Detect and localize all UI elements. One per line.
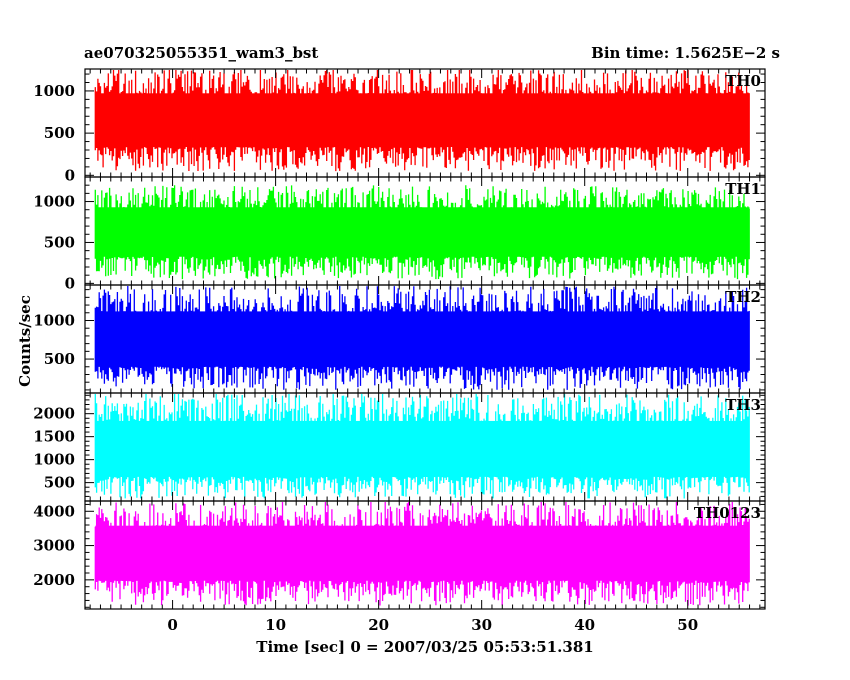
y-tick-label: 500 <box>44 474 75 492</box>
panel-th1: 0 500 1000 TH1 <box>33 176 766 292</box>
y-tick-label: 1500 <box>33 428 75 446</box>
x-tick-label: 30 <box>471 616 492 634</box>
y-tick-label: 2000 <box>33 571 75 589</box>
series-th3-spikes <box>94 394 750 499</box>
y-tick-label: 1000 <box>33 451 75 469</box>
x-tick-label: 40 <box>574 616 595 634</box>
panel-th0: 0 500 1000 TH0 <box>33 68 766 184</box>
panel-label: TH2 <box>725 288 761 306</box>
series-th1-spikes <box>94 185 750 280</box>
x-tick-label: 0 <box>167 616 177 634</box>
y-tick-label: 0 <box>65 166 75 184</box>
panel-label: TH3 <box>725 396 761 414</box>
y-tick-label: 2000 <box>33 405 75 423</box>
y-tick-label: 1000 <box>33 193 75 211</box>
y-tick-label: 1000 <box>33 311 75 329</box>
panel-frame <box>84 500 766 610</box>
x-axis-label: Time [sec] 0 = 2007/03/25 05:53:51.381 <box>256 638 594 656</box>
panel-label: TH0 <box>725 72 761 90</box>
x-tick-label: 20 <box>368 616 389 634</box>
y-tick-label: 3000 <box>33 537 75 555</box>
y-tick-label: 500 <box>44 124 75 142</box>
bin-time-label: Bin time: 1.5625E−2 s <box>591 44 780 62</box>
panel-th0123: 2000 3000 4000 TH0123 <box>33 500 766 610</box>
y-tick-label: 1000 <box>33 82 75 100</box>
panel-th3: 500 1000 1500 2000 TH3 <box>33 392 766 502</box>
y-tick-label: 0 <box>65 274 75 292</box>
panel-th2: 500 1000 TH2 <box>33 284 766 394</box>
series-th2-spikes <box>94 286 750 390</box>
chart-title: ae070325055351_wam3_bst <box>84 44 319 62</box>
panel-label: TH1 <box>725 180 761 198</box>
x-tick-label: 50 <box>677 616 698 634</box>
series-th0-spikes <box>94 70 750 172</box>
panel-label: TH0123 <box>694 504 761 522</box>
y-tick-label: 500 <box>44 350 75 368</box>
x-tick-label: 10 <box>265 616 286 634</box>
y-tick-label: 4000 <box>33 502 75 520</box>
series-th0123-spikes <box>94 502 750 606</box>
y-tick-label: 500 <box>44 233 75 251</box>
